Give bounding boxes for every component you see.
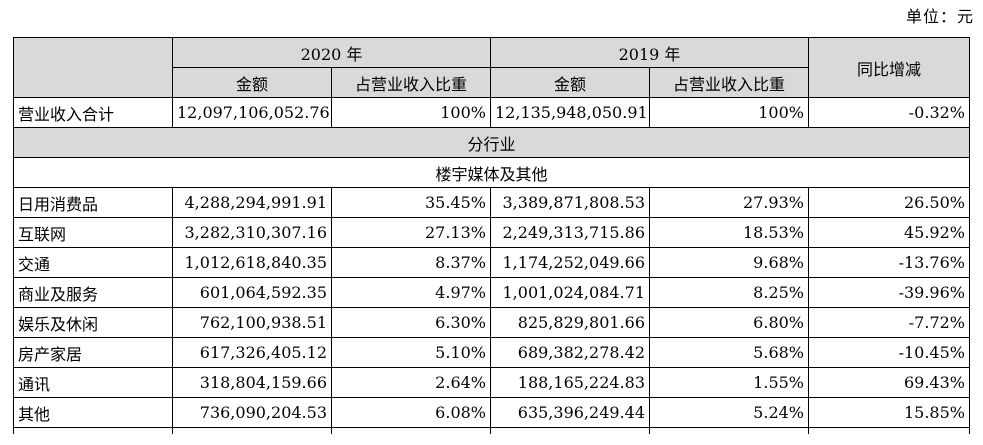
row-yoy: -39.96%	[808, 277, 970, 308]
total-yoy: -0.32%	[808, 97, 970, 128]
table-row: 交通 1,012,618,840.35 8.37% 1,174,252,049.…	[13, 247, 970, 278]
header-ratio-2019: 占营业收入比重	[649, 67, 809, 98]
row-amount-2020: 4,288,294,991.91	[172, 187, 332, 218]
total-amount-2020: 12,097,106,052.76	[172, 97, 332, 128]
total-label: 营业收入合计	[13, 97, 173, 128]
subsection-title: 楼宇媒体及其他	[13, 157, 970, 188]
table-row: 商业及服务 601,064,592.35 4.97% 1,001,024,084…	[13, 277, 970, 308]
row-ratio-2019: 9.68%	[649, 247, 809, 278]
subsection-row: 楼宇媒体及其他	[13, 157, 970, 188]
row-label: 通讯	[13, 367, 173, 398]
row-ratio-2019: 8.25%	[649, 277, 809, 308]
row-label: 房产家居	[13, 337, 173, 368]
cutoff-cell	[13, 427, 173, 434]
row-yoy: 69.43%	[808, 367, 970, 398]
row-ratio-2019: 18.53%	[649, 217, 809, 248]
row-amount-2020: 318,804,159.66	[172, 367, 332, 398]
row-amount-2019: 2,249,313,715.86	[490, 217, 650, 248]
header-row-metrics: 金额 占营业收入比重 金额 占营业收入比重	[14, 67, 970, 98]
total-row: 营业收入合计 12,097,106,052.76 100% 12,135,948…	[13, 97, 970, 128]
row-ratio-2020: 5.10%	[331, 337, 491, 368]
total-amount-2019: 12,135,948,050.91	[490, 97, 650, 128]
unit-label: 单位：元	[905, 7, 974, 26]
row-amount-2019: 3,389,871,808.53	[490, 187, 650, 218]
row-label: 商业及服务	[13, 277, 173, 308]
row-amount-2020: 3,282,310,307.16	[172, 217, 332, 248]
row-amount-2019: 1,001,024,084.71	[490, 277, 650, 308]
row-label: 交通	[13, 247, 173, 278]
header-year-2019: 2019 年	[490, 37, 809, 68]
row-ratio-2019: 6.80%	[649, 307, 809, 338]
cutoff-cell	[490, 427, 650, 434]
row-ratio-2020: 4.97%	[331, 277, 491, 308]
header-yoy: 同比增减	[808, 37, 970, 98]
row-label: 日用消费品	[13, 187, 173, 218]
revenue-table: 2020 年 2019 年 同比增减 金额 占营业收入比重 金额 占营业收入比重…	[13, 37, 970, 434]
row-amount-2019: 1,174,252,049.66	[490, 247, 650, 278]
row-amount-2019: 825,829,801.66	[490, 307, 650, 338]
row-yoy: -7.72%	[808, 307, 970, 338]
row-amount-2020: 736,090,204.53	[172, 397, 332, 428]
row-ratio-2020: 6.30%	[331, 307, 491, 338]
row-ratio-2020: 27.13%	[331, 217, 491, 248]
table-row: 娱乐及休闲 762,100,938.51 6.30% 825,829,801.6…	[13, 307, 970, 338]
row-ratio-2020: 8.37%	[331, 247, 491, 278]
section-row: 分行业	[13, 127, 970, 158]
cutoff-cell	[172, 427, 332, 434]
row-ratio-2019: 27.93%	[649, 187, 809, 218]
row-yoy: 15.85%	[808, 397, 970, 428]
row-amount-2020: 1,012,618,840.35	[172, 247, 332, 278]
cutoff-cell	[808, 427, 970, 434]
header-year-2020: 2020 年	[172, 37, 491, 68]
row-ratio-2020: 35.45%	[331, 187, 491, 218]
header-amount-2020: 金额	[172, 67, 332, 98]
row-amount-2020: 762,100,938.51	[172, 307, 332, 338]
row-yoy: -10.45%	[808, 337, 970, 368]
section-title: 分行业	[13, 127, 970, 158]
row-amount-2019: 689,382,278.42	[490, 337, 650, 368]
table-row: 其他 736,090,204.53 6.08% 635,396,249.44 5…	[13, 397, 970, 428]
table-cutoff-row	[13, 427, 970, 434]
row-ratio-2019: 1.55%	[649, 367, 809, 398]
row-amount-2019: 635,396,249.44	[490, 397, 650, 428]
total-ratio-2019: 100%	[649, 97, 809, 128]
table-row: 通讯 318,804,159.66 2.64% 188,165,224.83 1…	[13, 367, 970, 398]
header-blank-cell	[13, 37, 173, 98]
row-amount-2020: 601,064,592.35	[172, 277, 332, 308]
total-ratio-2020: 100%	[331, 97, 491, 128]
row-ratio-2020: 2.64%	[331, 367, 491, 398]
cutoff-cell	[649, 427, 809, 434]
row-ratio-2019: 5.68%	[649, 337, 809, 368]
row-label: 娱乐及休闲	[13, 307, 173, 338]
header-amount-2019: 金额	[490, 67, 650, 98]
row-label: 互联网	[13, 217, 173, 248]
cutoff-cell	[331, 427, 491, 434]
row-ratio-2020: 6.08%	[331, 397, 491, 428]
row-amount-2019: 188,165,224.83	[490, 367, 650, 398]
header-row-years: 2020 年 2019 年 同比增减	[13, 37, 970, 98]
row-label: 其他	[13, 397, 173, 428]
row-yoy: 26.50%	[808, 187, 970, 218]
row-yoy: -13.76%	[808, 247, 970, 278]
header-ratio-2020: 占营业收入比重	[331, 67, 491, 98]
table-row: 房产家居 617,326,405.12 5.10% 689,382,278.42…	[13, 337, 970, 368]
table-row: 互联网 3,282,310,307.16 27.13% 2,249,313,71…	[13, 217, 970, 248]
table-row: 日用消费品 4,288,294,991.91 35.45% 3,389,871,…	[13, 187, 970, 218]
row-ratio-2019: 5.24%	[649, 397, 809, 428]
row-amount-2020: 617,326,405.12	[172, 337, 332, 368]
row-yoy: 45.92%	[808, 217, 970, 248]
